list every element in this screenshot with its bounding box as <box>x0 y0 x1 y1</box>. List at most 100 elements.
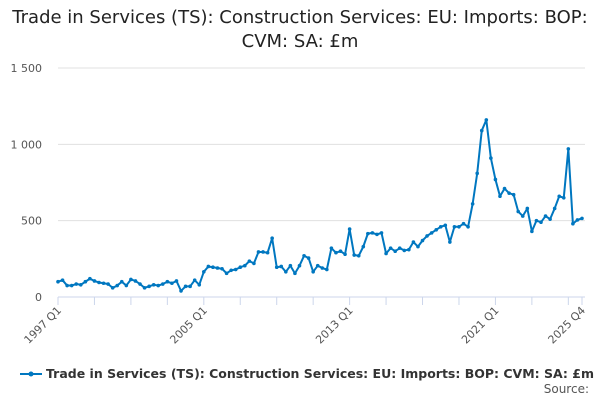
data-point <box>325 267 329 272</box>
data-point <box>511 192 516 197</box>
data-point <box>306 256 311 260</box>
data-point <box>138 282 142 286</box>
data-point <box>293 271 297 276</box>
data-point <box>161 282 165 286</box>
data-point <box>520 214 525 218</box>
data-point <box>220 266 224 271</box>
data-point <box>115 283 120 288</box>
y-tick-label: 500 <box>21 215 42 228</box>
legend-line-icon <box>20 371 42 376</box>
data-point <box>97 280 101 285</box>
data-point <box>534 218 539 223</box>
data-point <box>466 224 470 229</box>
data-point <box>215 266 220 270</box>
x-tick-label: 2021 Q1 <box>459 304 502 347</box>
data-point <box>311 270 315 274</box>
data-point <box>548 217 552 221</box>
data-point <box>530 229 534 234</box>
data-point <box>174 279 179 283</box>
data-point <box>188 284 192 289</box>
chart-title: Trade in Services (TS): Construction Ser… <box>12 7 588 52</box>
data-point <box>484 118 489 122</box>
data-point <box>88 276 92 281</box>
data-point <box>388 246 393 250</box>
x-tick-label: 2013 Q1 <box>313 304 356 347</box>
x-tick-label: 2005 Q1 <box>167 304 210 347</box>
data-point <box>557 194 562 199</box>
y-tick-label: 1 500 <box>11 62 43 75</box>
data-point <box>552 206 557 211</box>
data-point <box>243 263 247 268</box>
data-point <box>448 240 452 244</box>
data-point <box>179 289 183 293</box>
data-point <box>274 265 279 270</box>
source-label: Source: <box>543 382 589 396</box>
data-point <box>147 284 151 289</box>
data-point <box>133 279 138 283</box>
data-point <box>229 268 233 273</box>
data-point <box>142 286 147 290</box>
data-point <box>516 209 521 214</box>
y-tick-label: 0 <box>35 291 42 304</box>
data-point <box>429 231 434 235</box>
data-point <box>384 251 388 256</box>
data-point <box>119 279 124 284</box>
data-point <box>393 249 397 253</box>
x-tick-label: 2025 Q4 <box>546 304 589 347</box>
data-point <box>580 216 584 221</box>
data-point <box>407 247 411 252</box>
data-point <box>507 191 511 195</box>
series-line <box>57 118 583 292</box>
data-point <box>124 283 129 288</box>
data-point <box>256 250 261 254</box>
x-tick-label: 1997 Q1 <box>22 304 65 347</box>
data-point <box>370 231 375 235</box>
data-point <box>261 250 265 254</box>
data-point <box>434 228 438 232</box>
data-point <box>452 224 457 229</box>
data-point <box>233 267 238 272</box>
data-point <box>206 264 211 269</box>
legend[interactable]: Trade in Services (TS): Construction Ser… <box>20 366 594 381</box>
data-point <box>297 263 302 268</box>
data-point <box>338 249 343 253</box>
data-point <box>489 156 493 160</box>
data-point <box>539 220 543 224</box>
data-point <box>375 232 379 237</box>
data-point <box>498 194 502 199</box>
data-point <box>347 227 352 231</box>
legend-label: Trade in Services (TS): Construction Ser… <box>46 366 594 381</box>
data-point <box>156 283 161 288</box>
data-point <box>56 279 60 284</box>
data-point <box>183 284 188 289</box>
data-point <box>288 263 293 268</box>
data-point <box>192 278 197 283</box>
data-point <box>270 236 274 241</box>
data-point <box>443 223 448 228</box>
data-point <box>129 277 133 282</box>
data-point <box>279 264 284 269</box>
data-point <box>475 171 480 176</box>
data-point <box>74 282 79 286</box>
data-point <box>211 265 215 270</box>
data-point <box>352 253 356 257</box>
data-point <box>366 231 370 236</box>
data-point <box>571 221 575 226</box>
data-point <box>575 218 580 222</box>
data-point <box>566 147 571 151</box>
data-point <box>561 195 566 200</box>
data-point <box>416 244 420 249</box>
data-point <box>106 282 110 286</box>
data-point <box>361 244 366 249</box>
data-point <box>425 234 429 238</box>
data-point <box>543 214 548 218</box>
data-point <box>457 224 461 229</box>
data-point <box>343 252 347 257</box>
data-point <box>320 266 325 270</box>
data-point <box>247 259 252 263</box>
y-tick-label: 1 000 <box>11 138 43 151</box>
data-point <box>252 261 256 266</box>
data-point <box>461 221 466 226</box>
data-point <box>170 281 174 286</box>
